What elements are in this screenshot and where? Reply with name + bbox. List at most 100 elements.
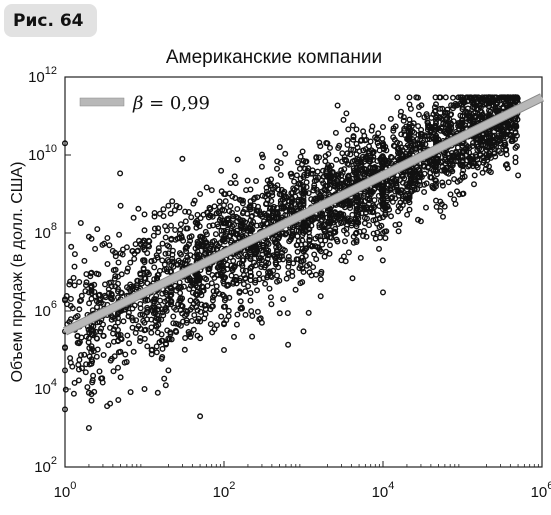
data-point bbox=[466, 149, 473, 156]
data-point bbox=[510, 124, 517, 131]
data-point bbox=[159, 354, 166, 361]
data-point bbox=[440, 213, 447, 220]
data-point bbox=[231, 173, 238, 180]
data-point bbox=[125, 309, 132, 316]
data-point bbox=[459, 161, 466, 168]
data-point bbox=[219, 206, 226, 213]
data-point bbox=[380, 202, 387, 209]
data-point bbox=[470, 110, 477, 117]
data-point bbox=[512, 154, 519, 161]
data-point bbox=[260, 275, 267, 282]
data-point bbox=[62, 367, 69, 374]
data-point bbox=[62, 345, 69, 352]
data-point bbox=[139, 311, 146, 318]
data-point bbox=[162, 223, 169, 230]
data-point bbox=[114, 327, 121, 334]
data-point bbox=[194, 274, 201, 281]
data-point bbox=[138, 280, 145, 287]
data-point bbox=[176, 250, 183, 257]
data-point bbox=[182, 218, 189, 225]
data-point bbox=[234, 311, 241, 318]
data-point bbox=[112, 253, 119, 260]
data-point bbox=[208, 280, 215, 287]
data-point bbox=[317, 293, 324, 300]
data-point bbox=[504, 165, 511, 172]
data-point bbox=[317, 233, 324, 240]
data-point bbox=[205, 269, 212, 276]
data-point bbox=[315, 189, 322, 196]
data-point bbox=[242, 288, 249, 295]
data-point bbox=[286, 238, 293, 245]
data-point bbox=[252, 177, 259, 184]
data-point bbox=[492, 105, 499, 112]
data-point bbox=[383, 147, 390, 154]
data-point bbox=[108, 283, 115, 290]
data-point bbox=[232, 194, 239, 201]
data-point bbox=[435, 152, 442, 159]
data-point bbox=[183, 317, 190, 324]
x-tick-label: 100 bbox=[54, 480, 77, 501]
data-point bbox=[258, 319, 265, 326]
data-point bbox=[380, 123, 387, 130]
data-point bbox=[104, 403, 111, 410]
data-point bbox=[268, 181, 275, 188]
data-point bbox=[311, 251, 318, 258]
data-point bbox=[283, 203, 290, 210]
data-point bbox=[76, 356, 83, 363]
data-point bbox=[421, 133, 428, 140]
data-point bbox=[354, 173, 361, 180]
data-point bbox=[392, 188, 399, 195]
data-point bbox=[177, 295, 184, 302]
data-point bbox=[299, 245, 306, 252]
data-point bbox=[133, 325, 140, 332]
data-point bbox=[490, 138, 497, 145]
data-point bbox=[501, 94, 508, 101]
data-point bbox=[129, 305, 136, 312]
data-point bbox=[202, 306, 209, 313]
data-point bbox=[448, 125, 455, 132]
data-point bbox=[167, 210, 174, 217]
data-point bbox=[253, 287, 260, 294]
data-point bbox=[86, 300, 93, 307]
data-point bbox=[404, 211, 411, 218]
data-point bbox=[153, 343, 160, 350]
data-point bbox=[447, 191, 454, 198]
data-point bbox=[338, 220, 345, 227]
data-point bbox=[216, 216, 223, 223]
data-point bbox=[155, 303, 162, 310]
data-point bbox=[303, 184, 310, 191]
data-point bbox=[380, 142, 387, 149]
data-point bbox=[470, 139, 477, 146]
data-point bbox=[433, 168, 440, 175]
data-point bbox=[68, 243, 75, 250]
data-point bbox=[67, 316, 74, 323]
data-point bbox=[274, 158, 281, 165]
data-point bbox=[204, 283, 211, 290]
data-point bbox=[199, 239, 206, 246]
data-point bbox=[148, 258, 155, 265]
data-point bbox=[111, 315, 118, 322]
data-point bbox=[85, 326, 92, 333]
data-point bbox=[433, 177, 440, 184]
data-point bbox=[472, 94, 479, 101]
data-point bbox=[206, 222, 213, 229]
data-point bbox=[282, 212, 289, 219]
data-point bbox=[71, 263, 78, 270]
data-point bbox=[264, 177, 271, 184]
data-point bbox=[336, 142, 343, 149]
data-point bbox=[85, 233, 92, 240]
data-point bbox=[385, 160, 392, 167]
data-point bbox=[154, 389, 161, 396]
data-point bbox=[159, 345, 166, 352]
data-point bbox=[463, 108, 470, 115]
data-point bbox=[285, 257, 292, 264]
data-point bbox=[172, 327, 179, 334]
data-point bbox=[167, 301, 174, 308]
data-point bbox=[82, 369, 89, 376]
data-point bbox=[247, 290, 254, 297]
data-point bbox=[62, 386, 69, 393]
data-point bbox=[406, 206, 413, 213]
data-point bbox=[308, 272, 315, 279]
data-point bbox=[231, 276, 238, 283]
data-point bbox=[167, 285, 174, 292]
